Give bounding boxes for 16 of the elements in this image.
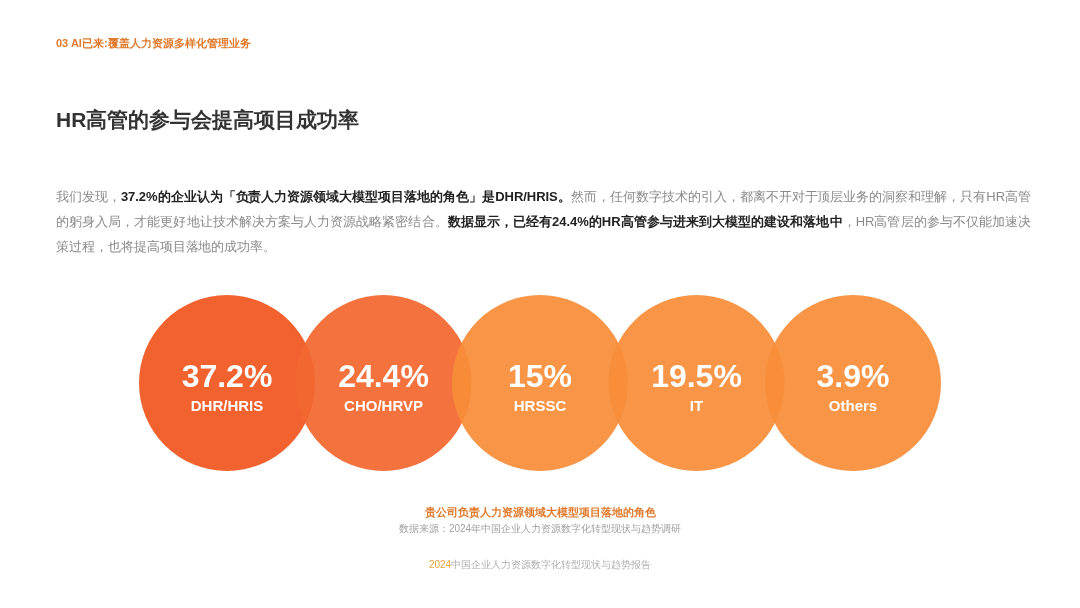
category-label: DHR/HRIS <box>190 397 264 414</box>
data-label: 24.4% <box>338 358 429 394</box>
data-label: 19.5% <box>651 358 742 394</box>
paragraph: 我们发现，37.2%的企业认为「负责人力资源领域大模型项目落地的角色」是DHR/HRIS。然而，任何数字技术的引入，都离不开对于顶层业务的洞察和理解，只有HR高管的躬身入局，才能更好地让技术解决方案与人力资源战略紧密结合。数据显示，已经有24.4%的HR高管参与进来到大模型的建设和落地中，HR高管层的参与不仅能加速决策过程，也将提高项目落地的成功率。 <box>56 188 1031 256</box>
header: 03 AI已来:覆盖人力资源多样化管理业务 <box>56 36 251 51</box>
data-label: 3.9% <box>816 358 890 394</box>
category-label: Others <box>828 397 878 414</box>
data-label: 37.2% <box>181 358 273 394</box>
footer: 2024中国企业人力资源数字化转型现状与趋势报告 <box>0 558 1080 572</box>
category-label: HRSSC <box>513 397 567 414</box>
source: 数据来源：2024年中国企业人力资源数字化转型现状与趋势调研 <box>397 522 683 536</box>
category-label: IT <box>689 397 704 414</box>
category-label: CHO/HRVP <box>344 397 423 414</box>
title: HR高管的参与会提高项目成功率 <box>56 107 360 133</box>
data-label: 15% <box>507 358 573 394</box>
subtitle: 贵公司负责人力资源领域大模型项目落地的角色 <box>423 505 657 520</box>
